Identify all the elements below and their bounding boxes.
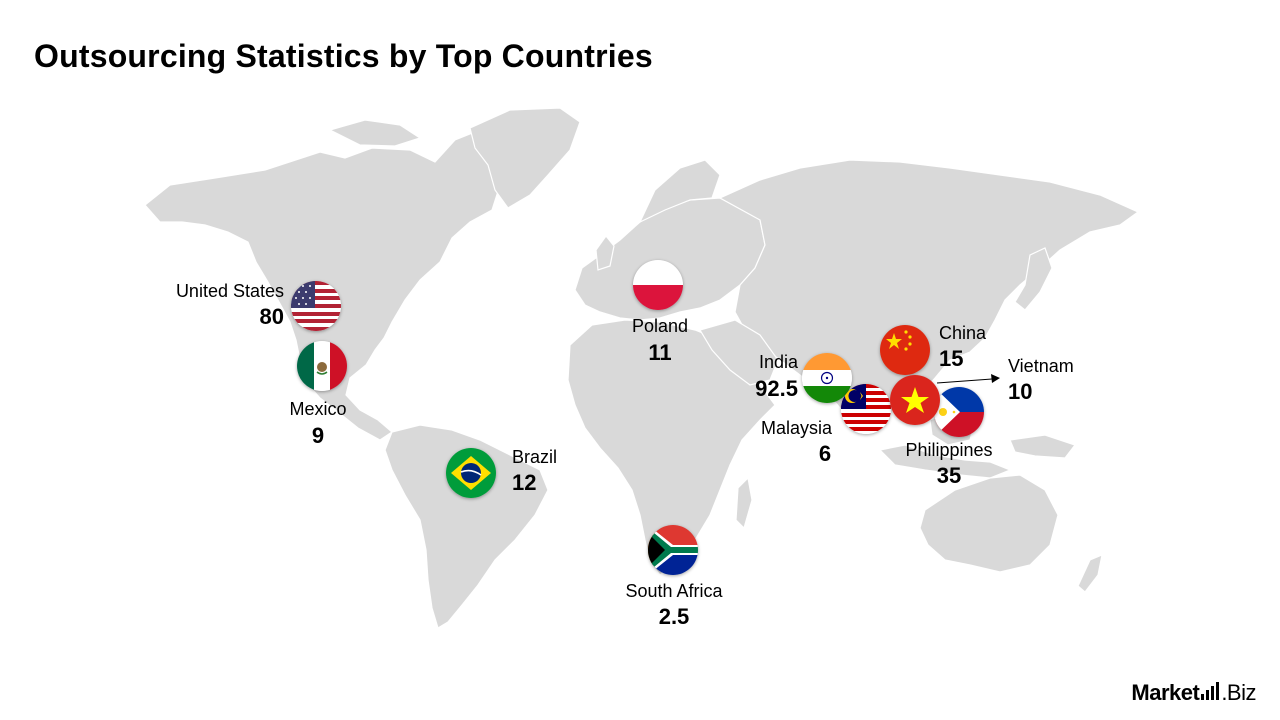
country-label-india: India xyxy=(758,352,798,372)
indonesia-landmass xyxy=(878,444,1012,479)
poland-flag-icon xyxy=(633,260,683,310)
country-value-united-states: 80 xyxy=(259,304,284,329)
south-america-landmass xyxy=(384,424,549,629)
us-flag-icon xyxy=(291,281,341,331)
south-africa-flag-icon xyxy=(648,525,698,575)
vietnam-flag-icon xyxy=(890,375,940,425)
mexico-flag-icon xyxy=(297,341,347,391)
country-label-south-africa: South Africa xyxy=(625,581,723,601)
country-value-philippines: 35 xyxy=(936,463,962,488)
country-label-mexico: Mexico xyxy=(289,399,347,419)
brand-name-part2: .Biz xyxy=(1221,680,1256,705)
country-value-mexico: 9 xyxy=(311,423,325,448)
country-label-united-states: United States xyxy=(175,281,284,301)
vietnam-pointer-line xyxy=(936,378,993,384)
madagascar-landmass xyxy=(735,476,753,530)
country-value-malaysia: 6 xyxy=(818,441,832,466)
country-value-south-africa: 2.5 xyxy=(658,604,690,629)
country-label-poland: Poland xyxy=(631,316,689,336)
country-value-china: 15 xyxy=(939,346,964,371)
philippines-flag-icon xyxy=(934,387,984,437)
country-label-philippines: Philippines xyxy=(905,440,993,460)
arctic-islands-landmass xyxy=(328,119,422,147)
country-value-poland: 11 xyxy=(648,340,672,365)
brazil-flag-icon xyxy=(446,448,496,498)
new-zealand-landmass xyxy=(1077,554,1103,593)
greenland-landmass xyxy=(469,107,581,209)
page-title: Outsourcing Statistics by Top Countries xyxy=(34,38,653,74)
vietnam-pointer-arrowhead xyxy=(991,374,1000,383)
new-guinea-landmass xyxy=(1009,434,1076,459)
north-america-landmass xyxy=(144,127,521,441)
country-label-vietnam: Vietnam xyxy=(1008,356,1074,376)
india-flag-icon xyxy=(802,353,852,403)
china-flag-icon xyxy=(880,325,930,375)
country-label-brazil: Brazil xyxy=(512,447,558,467)
country-label-malaysia: Malaysia xyxy=(760,418,832,438)
country-label-china: China xyxy=(939,323,987,343)
arabia-landmass xyxy=(699,319,779,386)
brand-logo: Market .Biz xyxy=(1131,680,1256,706)
scandinavia-landmass xyxy=(638,159,721,224)
malaysia-flag-icon xyxy=(841,384,891,434)
japan-landmass xyxy=(1014,247,1053,311)
britain-landmass xyxy=(595,235,615,271)
country-value-india: 92.5 xyxy=(755,376,798,401)
bar-chart-icon xyxy=(1201,680,1221,706)
australia-landmass xyxy=(919,474,1059,573)
country-value-vietnam: 10 xyxy=(1008,379,1033,404)
country-value-brazil: 12 xyxy=(512,470,537,495)
brand-name-part1: Market xyxy=(1131,680,1200,705)
